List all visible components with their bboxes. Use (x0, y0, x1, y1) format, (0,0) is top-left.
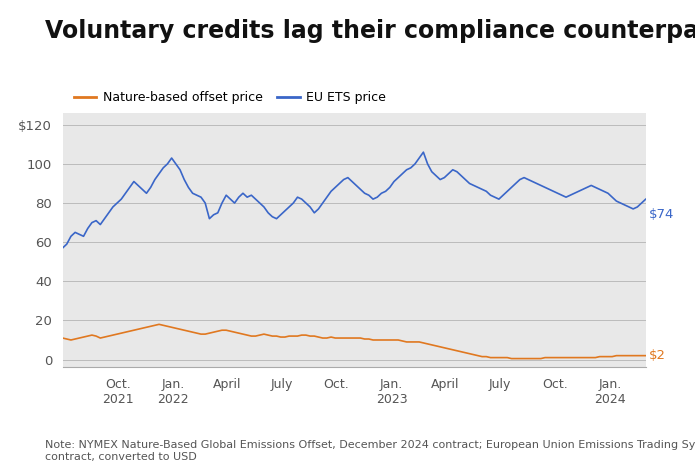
Text: $74: $74 (649, 208, 675, 221)
Text: Voluntary credits lag their compliance counterparts: Voluntary credits lag their compliance c… (45, 19, 695, 43)
Text: Note: NYMEX Nature-Based Global Emissions Offset, December 2024 contract; Europe: Note: NYMEX Nature-Based Global Emission… (45, 440, 695, 462)
Legend: Nature-based offset price, EU ETS price: Nature-based offset price, EU ETS price (69, 86, 391, 109)
Text: $2: $2 (649, 349, 667, 362)
